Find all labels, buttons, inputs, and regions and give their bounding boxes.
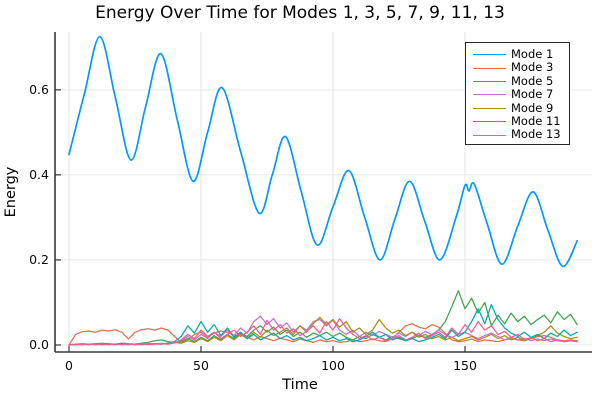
y-tick-label: 0.4 [29, 167, 49, 182]
legend-label: Mode 9 [511, 100, 554, 115]
chart-title: Energy Over Time for Modes 1, 3, 5, 7, 9… [95, 3, 505, 23]
legend-item-mode-11: Mode 11 [466, 115, 569, 128]
legend-item-mode-13: Mode 13 [466, 128, 569, 141]
legend-item-mode-3: Mode 3 [466, 61, 569, 74]
x-tick-label: 100 [321, 358, 345, 373]
legend-line-sample [473, 107, 506, 109]
x-tick-label: 0 [65, 358, 73, 373]
x-axis-label: Time [282, 377, 318, 393]
legend-item-mode-7: Mode 7 [466, 88, 569, 101]
y-tick-label: 0.6 [29, 82, 49, 97]
legend-line-sample [473, 121, 506, 123]
series-mode-1 [68, 35, 579, 268]
legend-item-mode-1: Mode 1 [466, 48, 569, 61]
legend-item-mode-5: Mode 5 [466, 75, 569, 88]
legend-label: Mode 3 [511, 60, 554, 75]
series-mode-5 [68, 289, 578, 346]
legend-item-mode-9: Mode 9 [466, 102, 569, 115]
legend-label: Mode 7 [511, 87, 554, 102]
legend-label: Mode 5 [511, 73, 554, 88]
y-axis-label: Energy [3, 166, 19, 218]
x-tick-label: 150 [453, 358, 477, 373]
legend-line-sample [473, 134, 506, 136]
x-tick-label: 50 [193, 358, 209, 373]
legend-line-sample [473, 54, 506, 56]
series-mode-13 [68, 317, 578, 346]
legend-line-sample [473, 80, 506, 82]
y-tick-label: 0.2 [29, 252, 49, 267]
legend-label: Mode 13 [511, 127, 561, 142]
legend: Mode 1 Mode 3 Mode 5 Mode 7 Mode 9 Mode 11 Mod… [465, 42, 570, 145]
legend-label: Mode 1 [511, 46, 554, 61]
series-mode-3 [68, 323, 578, 346]
legend-line-sample [473, 67, 506, 69]
legend-line-sample [473, 94, 506, 96]
series-mode-11 [68, 303, 578, 346]
y-tick-label: 0.0 [29, 337, 49, 352]
legend-label: Mode 11 [511, 113, 561, 128]
